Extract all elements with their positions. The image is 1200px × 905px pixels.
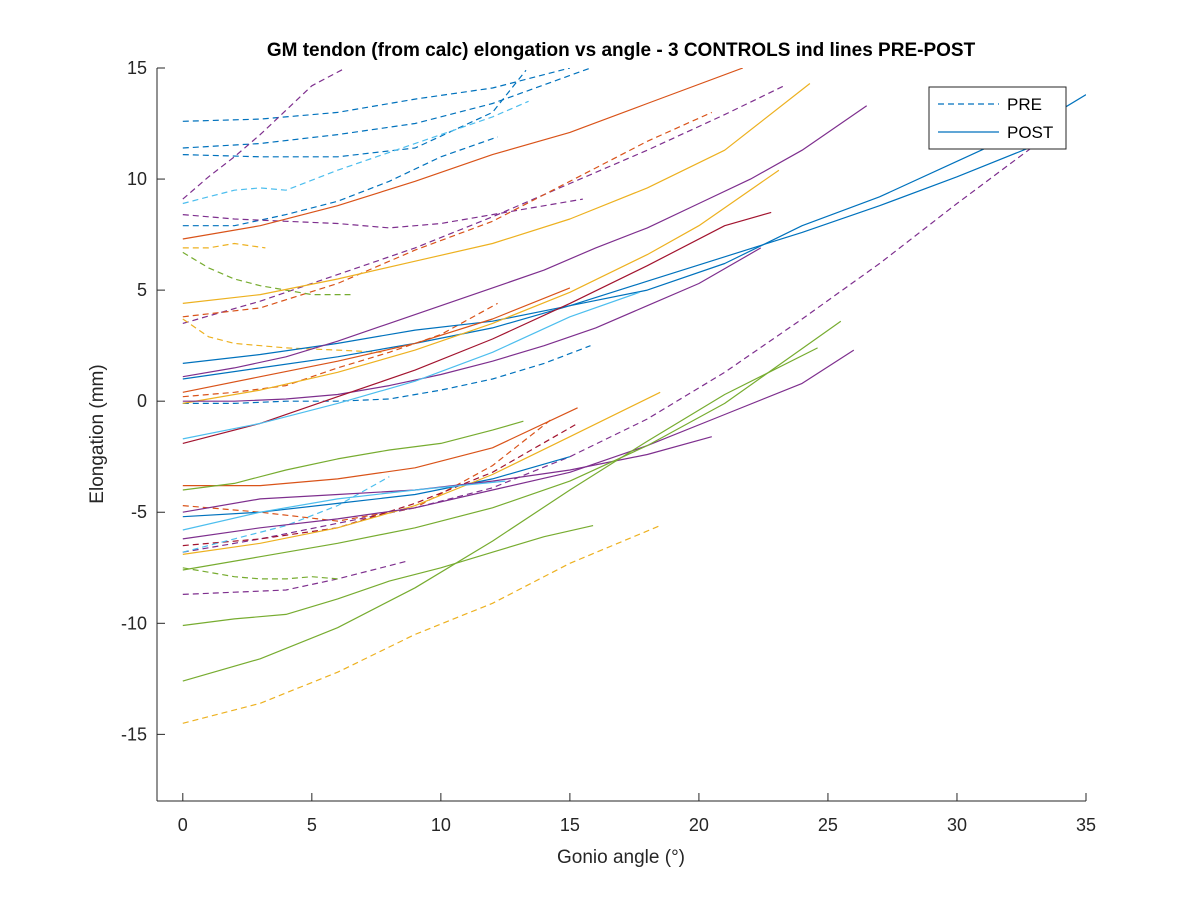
pre-series-line-17	[182, 251, 351, 296]
y-tick-label: 10	[127, 169, 147, 189]
chart-title: GM tendon (from calc) elongation vs angl…	[267, 40, 976, 61]
pre-series-line-13	[182, 422, 578, 547]
axes-layer: 0 5 10 15 20 25 30 35 -15 -10 -5 0 5 10 15	[121, 58, 1096, 835]
pre-series-line-8	[182, 145, 1035, 553]
post-series-line-36	[182, 525, 594, 627]
pre-series-line-15	[182, 318, 382, 353]
y-tick-label: 15	[127, 58, 147, 78]
pre-series-line-3	[182, 136, 498, 227]
x-tick-label: 20	[689, 815, 709, 835]
pre-series-line-19	[182, 100, 529, 205]
pre-series-line-14	[182, 242, 266, 249]
post-series-line-21	[182, 94, 1086, 364]
pre-series-line-9	[182, 560, 408, 595]
y-tick-label: -5	[131, 502, 147, 522]
x-tick-label: 0	[178, 815, 188, 835]
pre-series-line-0	[182, 68, 571, 122]
pre-series-line-10	[182, 111, 713, 318]
x-tick-label: 35	[1076, 815, 1096, 835]
pre-series-line-16	[182, 525, 661, 724]
post-series-line-29	[182, 391, 661, 555]
pre-series-line-7	[182, 198, 583, 229]
x-axis-label: Gonio angle (°)	[557, 847, 685, 868]
legend-box	[928, 86, 1067, 150]
pre-series-line-2	[182, 69, 527, 158]
post-series-line-35	[182, 420, 524, 491]
post-series-line-27	[182, 83, 811, 304]
post-series-line-33	[182, 247, 762, 402]
post-series-line-37	[182, 347, 818, 682]
post-series-line-39	[182, 291, 640, 440]
pre-series-line-6	[182, 85, 785, 324]
post-series-line-32	[182, 436, 712, 513]
x-tick-label: 30	[947, 815, 967, 835]
x-tick-label: 5	[307, 815, 317, 835]
x-tick-label: 15	[560, 815, 580, 835]
x-tick-label: 10	[431, 815, 451, 835]
pre-series-line-11	[182, 302, 498, 398]
y-axis-label: Elongation (mm)	[87, 364, 108, 503]
pre-series-line-5	[182, 68, 346, 200]
post-series-line-34	[182, 211, 772, 444]
pre-series-line-20	[182, 476, 390, 553]
post-series-line-31	[182, 349, 855, 540]
post-series-line-24	[182, 68, 744, 240]
post-series-line-38	[182, 320, 842, 571]
post-series-line-30	[182, 105, 868, 378]
pre-series-line-1	[182, 68, 591, 149]
post-series-line-40	[182, 480, 506, 531]
legend-label-pre: PRE	[1007, 95, 1042, 114]
legend-label-post: POST	[1007, 123, 1053, 142]
y-tick-label: 0	[137, 391, 147, 411]
y-tick-label: 5	[137, 280, 147, 300]
x-tick-label: 25	[818, 815, 838, 835]
series-layer	[182, 68, 1086, 724]
pre-series-line-12	[182, 418, 553, 522]
legend: PRE POST	[928, 86, 1067, 150]
post-series-line-25	[182, 287, 571, 393]
post-series-line-23	[182, 456, 571, 518]
post-series-line-26	[182, 407, 578, 487]
y-tick-label: -15	[121, 724, 147, 744]
post-series-line-28	[182, 169, 780, 404]
y-tick-label: -10	[121, 613, 147, 633]
post-series-line-22	[182, 145, 1035, 380]
